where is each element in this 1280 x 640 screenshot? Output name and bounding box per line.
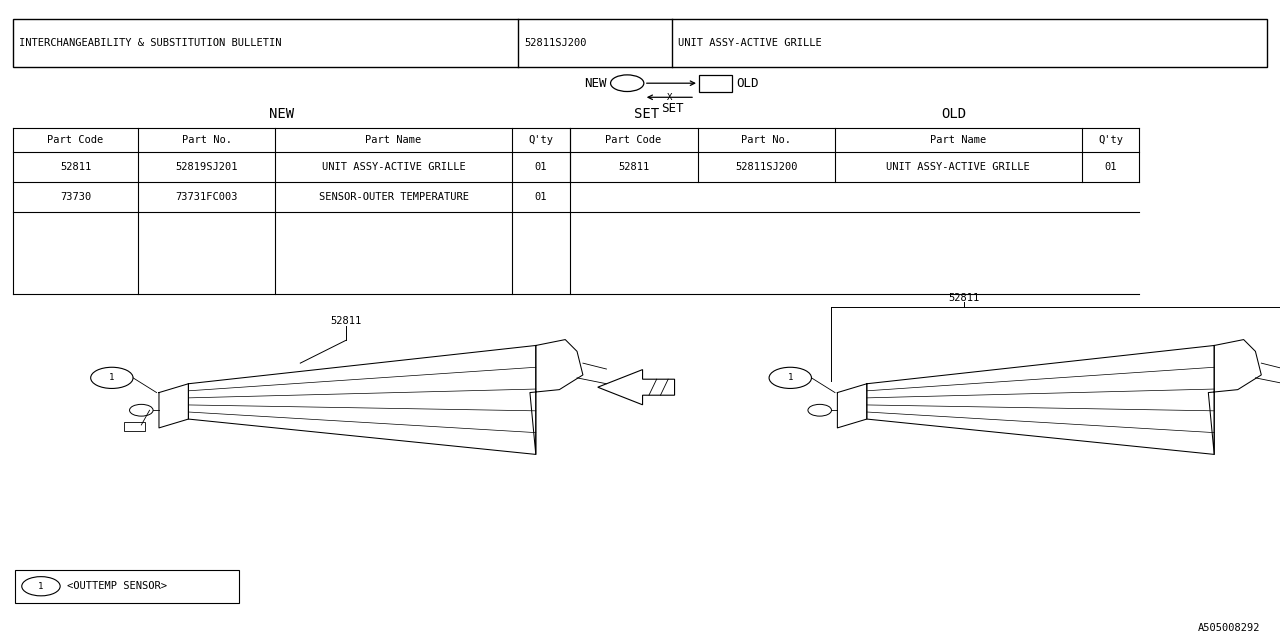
Text: SENSOR-OUTER TEMPERATURE: SENSOR-OUTER TEMPERATURE <box>319 193 468 202</box>
Text: 01: 01 <box>1105 163 1116 172</box>
Text: Part Name: Part Name <box>366 135 421 145</box>
Text: 52811: 52811 <box>948 292 979 303</box>
Text: INTERCHANGEABILITY & SUBSTITUTION BULLETIN: INTERCHANGEABILITY & SUBSTITUTION BULLET… <box>19 38 282 48</box>
Text: 01: 01 <box>535 163 547 172</box>
Text: Part Code: Part Code <box>47 135 104 145</box>
Text: 52811: 52811 <box>330 316 361 326</box>
Bar <box>15 570 239 603</box>
Text: 73731FC003: 73731FC003 <box>175 193 238 202</box>
Text: 1: 1 <box>787 373 792 382</box>
Text: Part Name: Part Name <box>931 135 986 145</box>
Text: 1: 1 <box>38 582 44 591</box>
Text: 52819SJ201: 52819SJ201 <box>175 163 238 172</box>
Text: X: X <box>667 93 672 102</box>
Bar <box>13 19 1267 67</box>
Bar <box>124 422 145 431</box>
Text: UNIT ASSY-ACTIVE GRILLE: UNIT ASSY-ACTIVE GRILLE <box>886 163 1030 172</box>
Text: 73730: 73730 <box>60 193 91 202</box>
Text: Q'ty: Q'ty <box>529 135 553 145</box>
Text: Part No.: Part No. <box>182 135 232 145</box>
Text: 1: 1 <box>109 373 114 382</box>
Text: NEW: NEW <box>584 77 607 90</box>
Text: 52811: 52811 <box>618 163 649 172</box>
Text: 52811SJ200: 52811SJ200 <box>525 38 588 48</box>
Text: UNIT ASSY-ACTIVE GRILLE: UNIT ASSY-ACTIVE GRILLE <box>678 38 822 48</box>
Text: SET: SET <box>660 102 684 115</box>
Text: 52811SJ200: 52811SJ200 <box>735 163 797 172</box>
Text: OLD: OLD <box>941 107 966 121</box>
Text: UNIT ASSY-ACTIVE GRILLE: UNIT ASSY-ACTIVE GRILLE <box>321 163 466 172</box>
Bar <box>699 75 732 92</box>
Text: A505008292: A505008292 <box>1198 623 1261 634</box>
Text: NEW: NEW <box>269 107 294 121</box>
Text: <OUTTEMP SENSOR>: <OUTTEMP SENSOR> <box>67 581 166 591</box>
Text: 52811: 52811 <box>60 163 91 172</box>
Text: Part Code: Part Code <box>605 135 662 145</box>
Text: Part No.: Part No. <box>741 135 791 145</box>
Text: SET: SET <box>634 107 659 121</box>
Text: Q'ty: Q'ty <box>1098 135 1123 145</box>
Text: OLD: OLD <box>736 77 759 90</box>
Text: 01: 01 <box>535 193 547 202</box>
